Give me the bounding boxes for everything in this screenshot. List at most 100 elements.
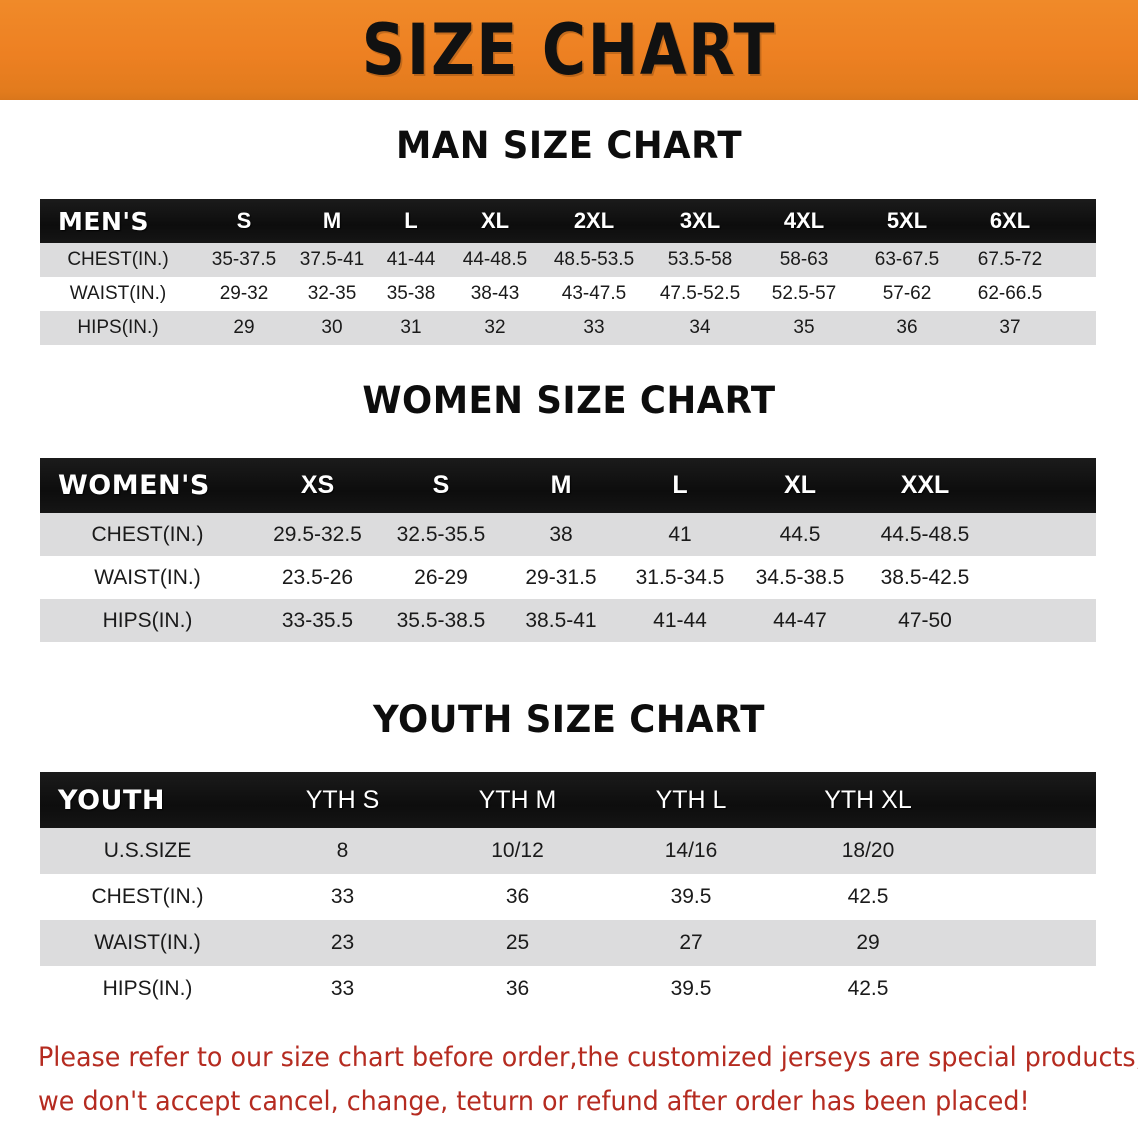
men-waist-2xl: 43-47.5 <box>561 283 627 304</box>
women-waist-xl: 34.5-38.5 <box>755 565 845 589</box>
youth-hips-l: 39.5 <box>670 977 712 1000</box>
men-chest-s: 35-37.5 <box>211 249 277 270</box>
men-hips-2xl: 33 <box>583 317 605 338</box>
men-hips-5xl: 36 <box>896 317 918 338</box>
youth-waist-xl: 29 <box>856 931 880 954</box>
table-row: HIPS(IN.) 33 36 39.5 42.5 <box>40 966 1096 1012</box>
table-row: CHEST(IN.) 33 36 39.5 42.5 <box>40 874 1096 920</box>
men-chest-2xl: 48.5-53.5 <box>553 249 635 270</box>
youth-hips-m: 36 <box>505 977 530 1000</box>
men-waist-6xl: 62-66.5 <box>977 283 1043 304</box>
youth-hips-xl: 42.5 <box>847 977 889 1000</box>
men-corner-label: MEN'S <box>58 206 150 236</box>
women-chest-xl: 44.5 <box>779 522 821 546</box>
men-hips-6xl: 37 <box>999 317 1021 338</box>
youth-row-label-hips: HIPS(IN.) <box>102 977 193 1000</box>
women-col-header-xs: XS <box>300 471 335 499</box>
men-waist-s: 29-32 <box>219 283 269 304</box>
men-col-header-4xl: 4XL <box>783 208 825 233</box>
men-table-header-row: MEN'S S M L XL 2XL 3XL 4XL 5XL 6XL <box>40 199 1096 243</box>
women-chest-xs: 29.5-32.5 <box>273 522 362 546</box>
men-row-label-hips: HIPS(IN.) <box>77 317 159 338</box>
men-chest-xl: 44-48.5 <box>462 249 528 270</box>
table-row: U.S.SIZE 8 10/12 14/16 18/20 <box>40 828 1096 874</box>
women-size-table: WOMEN'S XS S M L XL XXL CHEST(IN.) 29.5-… <box>40 458 1096 642</box>
youth-row-label-chest: CHEST(IN.) <box>91 885 204 908</box>
youth-chest-xl: 42.5 <box>847 885 889 908</box>
youth-us-size-l: 14/16 <box>664 839 718 862</box>
table-row: CHEST(IN.) 35-37.5 37.5-41 41-44 44-48.5… <box>40 243 1096 277</box>
men-waist-5xl: 57-62 <box>882 283 932 304</box>
youth-chest-l: 39.5 <box>670 885 712 908</box>
order-disclaimer-line-1: Please refer to our size chart before or… <box>38 1042 1138 1073</box>
men-col-header-m: M <box>322 208 342 233</box>
men-hips-3xl: 34 <box>689 317 711 338</box>
women-col-header-l: L <box>672 471 688 499</box>
youth-chest-m: 36 <box>505 885 530 908</box>
section-title-man: MAN SIZE CHART <box>395 124 743 167</box>
women-waist-l: 31.5-34.5 <box>635 565 725 589</box>
women-col-header-xl: XL <box>784 471 816 499</box>
women-waist-m: 29-31.5 <box>525 565 597 589</box>
table-row: HIPS(IN.) 29 30 31 32 33 34 35 36 37 <box>40 311 1096 345</box>
youth-row-label-waist: WAIST(IN.) <box>94 931 201 954</box>
women-chest-xxl: 44.5-48.5 <box>880 522 970 546</box>
section-title-youth: YOUTH SIZE CHART <box>373 698 765 741</box>
women-col-header-s: S <box>432 471 450 499</box>
men-waist-l: 35-38 <box>386 283 436 304</box>
men-row-label-waist: WAIST(IN.) <box>69 283 167 304</box>
section-title-women: WOMEN SIZE CHART <box>362 379 776 422</box>
women-row-label-hips: HIPS(IN.) <box>102 608 193 632</box>
youth-waist-s: 23 <box>330 931 355 954</box>
women-table-header-row: WOMEN'S XS S M L XL XXL <box>40 458 1096 513</box>
youth-col-header-s: YTH S <box>305 785 380 814</box>
women-waist-s: 26-29 <box>414 565 468 589</box>
men-col-header-s: S <box>236 208 252 233</box>
youth-us-size-m: 10/12 <box>491 839 544 862</box>
men-hips-m: 30 <box>321 317 343 338</box>
women-waist-xs: 23.5-26 <box>281 565 354 589</box>
page-banner: SIZE CHART <box>0 0 1138 100</box>
youth-size-table: YOUTH YTH S YTH M YTH L YTH XL U.S.SIZE … <box>40 772 1096 1012</box>
men-chest-4xl: 58-63 <box>779 249 829 270</box>
youth-row-label-us-size: U.S.SIZE <box>103 839 192 862</box>
men-hips-s: 29 <box>233 317 255 338</box>
men-col-header-2xl: 2XL <box>573 208 615 233</box>
table-row: HIPS(IN.) 33-35.5 35.5-38.5 38.5-41 41-4… <box>40 599 1096 642</box>
table-row: WAIST(IN.) 29-32 32-35 35-38 38-43 43-47… <box>40 277 1096 311</box>
women-col-header-xxl: XXL <box>900 471 950 499</box>
order-disclaimer-line-2: we don't accept cancel, change, teturn o… <box>38 1086 1030 1117</box>
youth-us-size-xl: 18/20 <box>841 839 895 862</box>
men-chest-5xl: 63-67.5 <box>874 249 940 270</box>
men-col-header-5xl: 5XL <box>886 208 928 233</box>
women-hips-xs: 33-35.5 <box>281 608 354 632</box>
men-col-header-xl: XL <box>480 208 510 233</box>
men-waist-4xl: 52.5-57 <box>771 283 837 304</box>
youth-corner-label: YOUTH <box>58 784 165 816</box>
men-col-header-6xl: 6XL <box>989 208 1031 233</box>
men-chest-6xl: 67.5-72 <box>977 249 1043 270</box>
women-waist-xxl: 38.5-42.5 <box>880 565 970 589</box>
men-waist-m: 32-35 <box>307 283 357 304</box>
women-hips-s: 35.5-38.5 <box>396 608 486 632</box>
men-hips-xl: 32 <box>484 317 506 338</box>
table-row: CHEST(IN.) 29.5-32.5 32.5-35.5 38 41 44.… <box>40 513 1096 556</box>
women-chest-l: 41 <box>668 522 692 546</box>
men-col-header-3xl: 3XL <box>679 208 721 233</box>
women-hips-m: 38.5-41 <box>525 608 597 632</box>
youth-col-header-l: YTH L <box>655 785 727 814</box>
women-corner-label: WOMEN'S <box>58 470 210 501</box>
page-title: SIZE CHART <box>361 9 777 91</box>
men-hips-l: 31 <box>400 317 422 338</box>
youth-waist-l: 27 <box>679 931 703 954</box>
women-hips-xl: 44-47 <box>773 608 827 632</box>
men-chest-l: 41-44 <box>386 249 436 270</box>
men-waist-3xl: 47.5-52.5 <box>659 283 741 304</box>
youth-waist-m: 25 <box>505 931 530 954</box>
women-row-label-chest: CHEST(IN.) <box>91 522 204 546</box>
women-col-header-m: M <box>550 471 572 499</box>
women-chest-s: 32.5-35.5 <box>396 522 486 546</box>
table-row: WAIST(IN.) 23.5-26 26-29 29-31.5 31.5-34… <box>40 556 1096 599</box>
men-hips-4xl: 35 <box>793 317 815 338</box>
youth-hips-s: 33 <box>330 977 355 1000</box>
